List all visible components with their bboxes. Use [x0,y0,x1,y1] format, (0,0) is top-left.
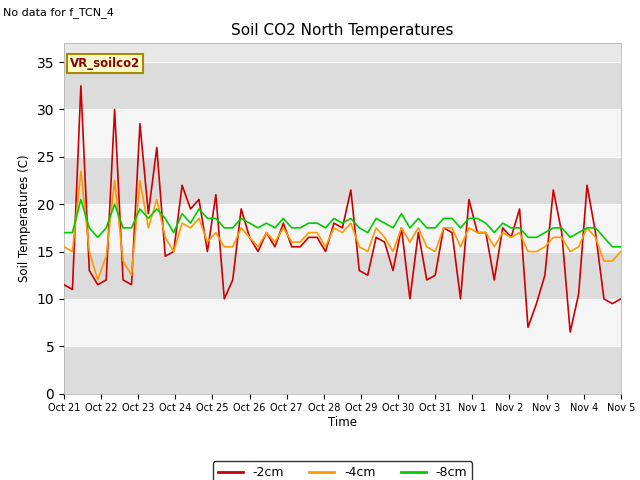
Legend: -2cm, -4cm, -8cm: -2cm, -4cm, -8cm [212,461,472,480]
Bar [64,204,621,252]
Bar [64,109,621,157]
Y-axis label: Soil Temperatures (C): Soil Temperatures (C) [18,155,31,282]
Bar [64,346,621,394]
X-axis label: Time: Time [328,416,357,429]
Bar [64,299,621,346]
Text: No data for f_TCN_4: No data for f_TCN_4 [3,7,114,18]
Bar [64,252,621,299]
Bar [64,157,621,204]
Text: VR_soilco2: VR_soilco2 [70,57,140,70]
Bar [64,62,621,109]
Title: Soil CO2 North Temperatures: Soil CO2 North Temperatures [231,23,454,38]
